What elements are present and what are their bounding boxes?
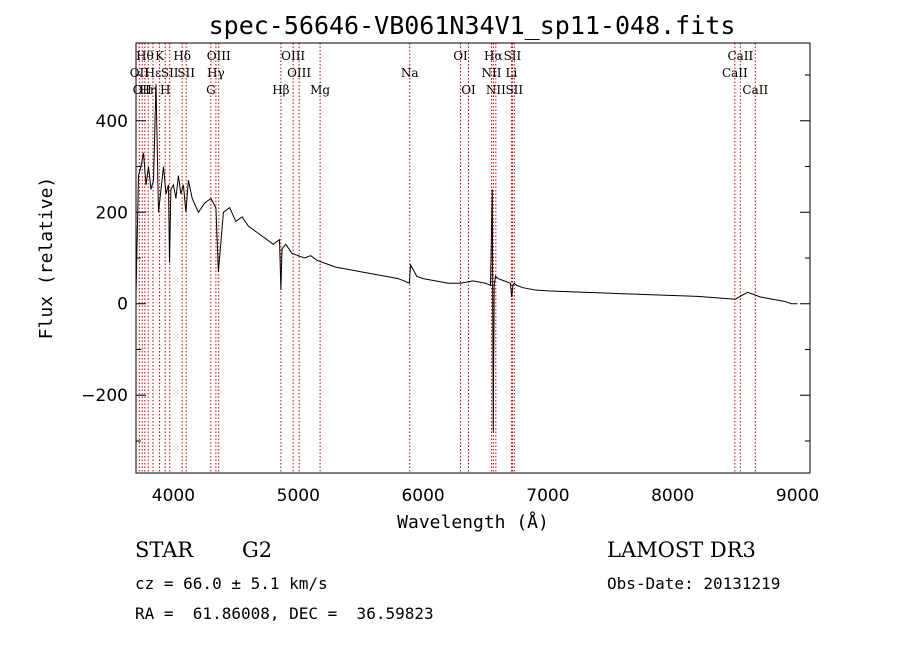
- line-marker-label: Hγ: [207, 66, 225, 80]
- line-marker-label: OIII: [287, 66, 311, 80]
- line-marker-label: Hα: [484, 49, 503, 63]
- line-marker-label: Mg: [310, 83, 330, 97]
- observation-date: Obs-Date: 20131219: [607, 574, 781, 593]
- line-marker-label: CaII: [742, 83, 768, 97]
- x-tick-label: 5000: [277, 486, 320, 506]
- spectral-line-labels: OII OII Hθ Hη Hε K H SII Hδ SII G Hγ OIII Hβ OIII OIII M…: [130, 49, 769, 97]
- line-marker-label: SII: [177, 66, 195, 80]
- x-axis-ticks: 4000 5000 6000 7000 8000 9000: [152, 486, 819, 506]
- line-marker-label: SII: [161, 66, 179, 80]
- line-marker-label: Hβ: [272, 83, 289, 97]
- survey-name: LAMOST DR3: [607, 538, 756, 562]
- object-class: STAR: [135, 538, 194, 562]
- line-marker-label: OII: [130, 66, 150, 80]
- x-tick-label: 9000: [776, 486, 819, 506]
- line-marker-label: Hη: [139, 83, 157, 97]
- line-marker-label: Hε: [145, 66, 162, 80]
- plot-frame: [135, 42, 811, 474]
- spectral-line-markers: [138, 43, 756, 473]
- y-axis-ticks: −200 0 200 400: [81, 74, 810, 442]
- line-marker-label: OI: [461, 83, 476, 97]
- line-marker-label: H: [160, 83, 170, 97]
- line-marker-label: OII: [133, 83, 153, 97]
- line-marker-label: NII: [481, 66, 501, 80]
- line-marker-label: OIII: [207, 49, 231, 63]
- line-marker-label: Li: [506, 66, 518, 80]
- line-marker-label: Hθ: [136, 49, 154, 63]
- line-marker-label: OI: [453, 49, 468, 63]
- line-marker-label: Hδ: [173, 49, 191, 63]
- spectrum-series-line: [135, 84, 798, 432]
- coordinates: RA = 61.86008, DEC = 36.59823: [135, 604, 434, 623]
- line-marker-label: SII: [504, 49, 522, 63]
- y-tick-label: 200: [96, 203, 128, 223]
- y-tick-label: −200: [81, 386, 128, 406]
- chart-title: spec-56646-VB061N34V1_sp11-048.fits: [209, 11, 736, 40]
- line-marker-label: CaII: [722, 66, 748, 80]
- line-marker-label: CaII: [727, 49, 753, 63]
- y-axis-label: Flux (relative): [36, 177, 57, 340]
- line-marker-label: NII: [486, 83, 506, 97]
- spectral-subclass: G2: [242, 538, 273, 562]
- x-axis-label: Wavelength (Å): [397, 511, 549, 533]
- y-tick-label: 400: [96, 112, 128, 132]
- redshift-value: cz = 66.0 ± 5.1 km/s: [135, 574, 328, 593]
- line-marker-label: G: [206, 83, 216, 97]
- line-marker-label: SII: [505, 83, 523, 97]
- line-marker-label: K: [155, 49, 165, 63]
- x-tick-label: 8000: [651, 486, 694, 506]
- y-tick-label: 0: [117, 295, 128, 315]
- line-marker-label: Na: [401, 66, 419, 80]
- line-marker-label: OIII: [281, 49, 305, 63]
- x-tick-label: 4000: [152, 486, 195, 506]
- x-tick-label: 7000: [526, 486, 569, 506]
- x-tick-label: 6000: [401, 486, 444, 506]
